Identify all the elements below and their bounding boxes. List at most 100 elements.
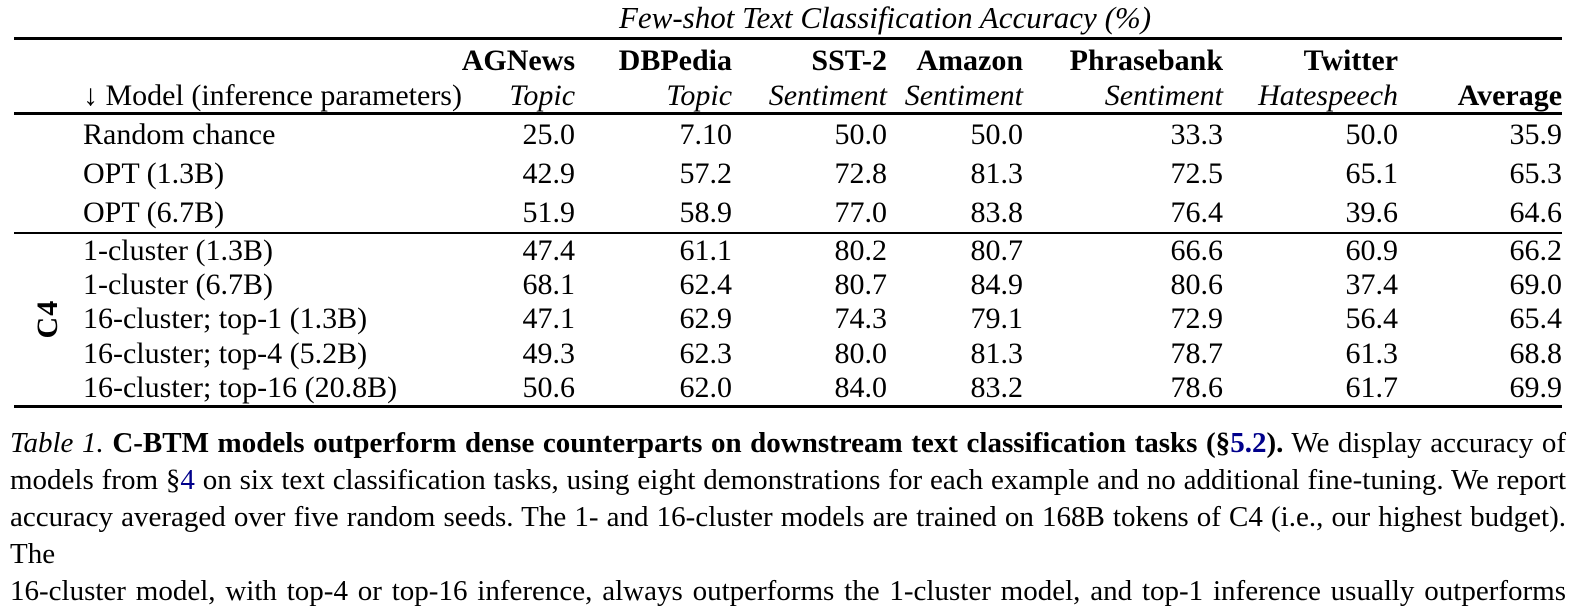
section-link[interactable]: 4 bbox=[180, 464, 195, 497]
accuracy-value: 84.0 bbox=[834, 370, 888, 404]
model-name: 1-cluster (6.7B) bbox=[83, 268, 273, 302]
accuracy-value: 79.1 bbox=[970, 302, 1024, 336]
accuracy-value: 49.3 bbox=[522, 336, 576, 370]
table-row: Random chance 25.0 7.10 50.0 50.0 33.3 50.0 35.… bbox=[14, 114, 1562, 155]
table-row: 16-cluster; top-4 (5.2B) 49.3 62.3 80.0 81.3… bbox=[14, 337, 1562, 371]
column-header-dbpedia: DBPedia Topic bbox=[575, 39, 732, 114]
model-name: Random chance bbox=[83, 118, 276, 151]
table-row: 16-cluster; top-1 (1.3B) 47.1 62.9 74.3 79.1… bbox=[14, 302, 1562, 336]
column-subtitle: Hatespeech bbox=[1258, 79, 1399, 112]
dataset-label-c4: C4 bbox=[14, 233, 83, 407]
column-task-name: DBPedia bbox=[618, 44, 733, 77]
accuracy-value: 62.0 bbox=[679, 370, 733, 404]
accuracy-value: 66.2 bbox=[1509, 234, 1563, 267]
model-name: 1-cluster (1.3B) bbox=[83, 234, 273, 267]
accuracy-value: 50.0 bbox=[1345, 118, 1399, 151]
accuracy-value: 47.1 bbox=[522, 302, 576, 336]
accuracy-value: 61.1 bbox=[679, 234, 733, 267]
section-link[interactable]: 5.2 bbox=[1230, 427, 1267, 460]
column-task-name: Amazon bbox=[916, 44, 1024, 77]
accuracy-value: 50.6 bbox=[522, 370, 576, 404]
accuracy-value: 65.3 bbox=[1509, 157, 1563, 190]
column-subtitle: Sentiment bbox=[904, 79, 1024, 112]
caption-text: 16-cluster model, with top-4 or top-16 i… bbox=[10, 575, 1566, 616]
column-subtitle: Topic bbox=[666, 79, 733, 112]
model-name: 16-cluster; top-16 (20.8B) bbox=[83, 370, 398, 404]
caption-text: Table 1. bbox=[10, 427, 113, 460]
model-name: 16-cluster; top-4 (5.2B) bbox=[83, 336, 368, 370]
accuracy-value: 64.6 bbox=[1509, 196, 1563, 229]
accuracy-value: 69.0 bbox=[1509, 268, 1563, 302]
caption-text: on six text classification tasks, using … bbox=[194, 464, 1566, 497]
accuracy-value: 62.4 bbox=[679, 268, 733, 302]
accuracy-value: 81.3 bbox=[970, 336, 1024, 370]
column-task-name: Phrasebank bbox=[1069, 44, 1224, 77]
column-header-sst-2: SST-2 Sentiment bbox=[732, 39, 887, 114]
accuracy-value: 62.3 bbox=[679, 336, 733, 370]
accuracy-value: 76.4 bbox=[1170, 196, 1224, 229]
accuracy-value: 72.8 bbox=[834, 157, 888, 190]
rotated-dataset-label: C4 bbox=[31, 300, 65, 339]
accuracy-value: 80.2 bbox=[834, 234, 888, 267]
model-name: OPT (6.7B) bbox=[83, 196, 225, 229]
column-header-phrasebank: Phrasebank Sentiment bbox=[1023, 39, 1223, 114]
accuracy-value: 7.10 bbox=[679, 118, 733, 151]
accuracy-value: 61.3 bbox=[1345, 336, 1399, 370]
column-subtitle: Sentiment bbox=[1104, 79, 1224, 112]
accuracy-value: 56.4 bbox=[1345, 302, 1399, 336]
accuracy-value: 84.9 bbox=[970, 268, 1024, 302]
accuracy-value: 68.1 bbox=[522, 268, 576, 302]
accuracy-value: 78.7 bbox=[1170, 336, 1224, 370]
accuracy-value: 50.0 bbox=[834, 118, 888, 151]
column-task-name: AGNews bbox=[461, 44, 576, 77]
column-task-name: SST-2 bbox=[811, 44, 888, 77]
accuracy-value: 47.4 bbox=[522, 234, 576, 267]
table-row: OPT (1.3B) 42.9 57.2 72.8 81.3 72.5 65.1 65.3 bbox=[14, 154, 1562, 193]
accuracy-value: 50.0 bbox=[970, 118, 1024, 151]
table-row: C4 1-cluster (1.3B) 47.4 61.1 80.2 80.7 66.6 60… bbox=[14, 233, 1563, 339]
accuracy-value: 37.4 bbox=[1345, 268, 1399, 302]
accuracy-value: 68.8 bbox=[1509, 336, 1563, 370]
model-column-label: ↓ Model (inference parameters) bbox=[83, 79, 462, 112]
column-header-amazon: Amazon Sentiment bbox=[887, 39, 1023, 114]
caption-text: models from § bbox=[10, 464, 181, 497]
column-header-average: Average bbox=[1398, 39, 1562, 114]
accuracy-value: 65.1 bbox=[1345, 157, 1399, 190]
accuracy-value: 66.6 bbox=[1170, 234, 1224, 267]
column-header-twitter: Twitter Hatespeech bbox=[1223, 39, 1398, 114]
accuracy-value: 69.9 bbox=[1509, 370, 1563, 404]
accuracy-value: 72.5 bbox=[1170, 157, 1224, 190]
column-header-agnews: AGNews Topic bbox=[420, 39, 575, 114]
table-row: 16-cluster; top-16 (20.8B) 50.6 62.0 84.0 83… bbox=[14, 371, 1562, 407]
accuracy-value: 80.7 bbox=[970, 234, 1024, 267]
column-subtitle: Topic bbox=[509, 79, 576, 112]
accuracy-value: 25.0 bbox=[522, 118, 576, 151]
accuracy-value: 42.9 bbox=[522, 157, 576, 190]
table-row: OPT (6.7B) 51.9 58.9 77.0 83.8 76.4 39.6 64.6 bbox=[14, 193, 1562, 233]
model-name: 16-cluster; top-1 (1.3B) bbox=[83, 302, 368, 336]
caption-text: We display accuracy of bbox=[1283, 427, 1567, 460]
table-title: Few-shot Text Classification Accuracy (%… bbox=[618, 0, 1152, 35]
model-name: OPT (1.3B) bbox=[83, 157, 225, 190]
column-task-name: Twitter bbox=[1303, 44, 1399, 77]
accuracy-value: 80.6 bbox=[1170, 268, 1224, 302]
table-caption: Table 1. C-BTM models outperform dense c… bbox=[10, 425, 1566, 616]
accuracy-value: 35.9 bbox=[1509, 118, 1563, 151]
table-block: Few-shot Text Classification Accuracy (%… bbox=[14, 0, 1563, 409]
caption-line: accuracy averaged over five random seeds… bbox=[10, 499, 1566, 573]
column-subtitle: Sentiment bbox=[768, 79, 888, 112]
caption-text: accuracy averaged over five random seeds… bbox=[10, 501, 1566, 571]
caption-text: C-BTM models outperform dense counterpar… bbox=[112, 427, 1231, 460]
accuracy-value: 83.8 bbox=[970, 196, 1024, 229]
accuracy-value: 72.9 bbox=[1170, 302, 1224, 336]
accuracy-value: 57.2 bbox=[679, 157, 733, 190]
accuracy-value: 65.4 bbox=[1509, 302, 1563, 336]
accuracy-value: 83.2 bbox=[970, 370, 1024, 404]
table-row: 1-cluster (6.7B) 68.1 62.4 80.7 84.9 80.6 37.4… bbox=[14, 268, 1562, 302]
accuracy-value: 61.7 bbox=[1345, 370, 1399, 404]
caption-line: Table 1. C-BTM models outperform dense c… bbox=[10, 425, 1566, 462]
accuracy-value: 39.6 bbox=[1345, 196, 1399, 229]
header-row: ↓ Model (inference parameters) AGNews Top… bbox=[14, 39, 1562, 114]
accuracy-value: 60.9 bbox=[1345, 234, 1399, 267]
caption-line: models from §4 on six text classificatio… bbox=[10, 462, 1566, 499]
